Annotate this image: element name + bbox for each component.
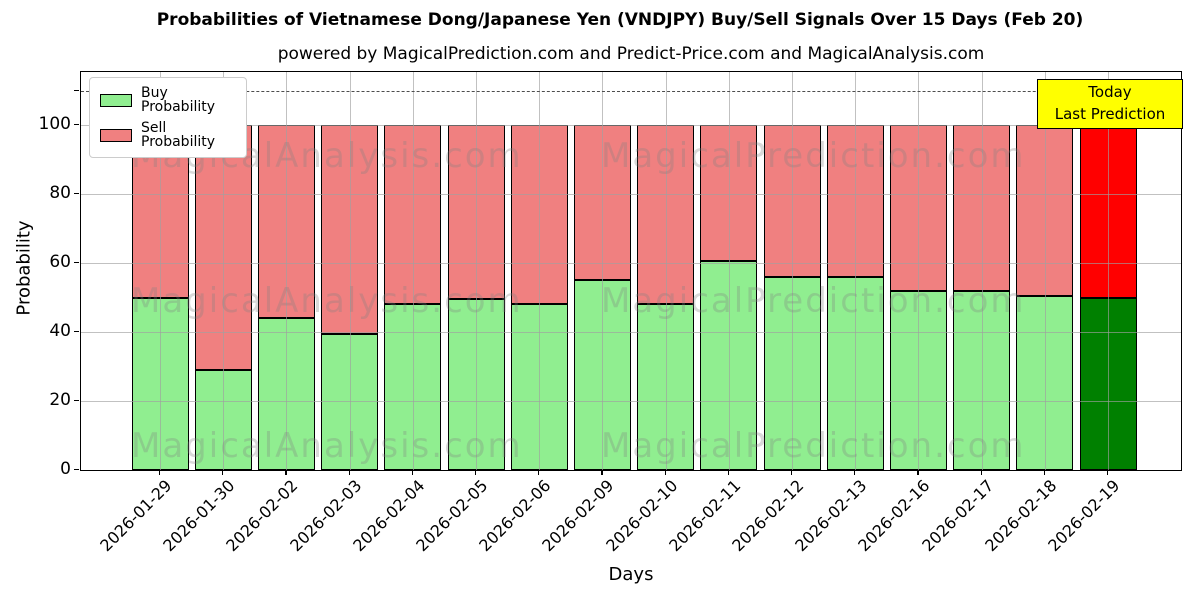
x-tick-mark (601, 470, 603, 475)
y-tick-label: 80 (49, 183, 71, 203)
watermark-text: MagicalPrediction.com (601, 426, 1026, 466)
grid-line-horizontal (81, 401, 1181, 402)
dashed-threshold-line (81, 90, 1181, 92)
x-tick-mark (1043, 470, 1046, 475)
y-tick-label: 40 (49, 321, 71, 341)
y-tick-mark (74, 331, 79, 333)
today-annotation-box: Today Last Prediction (1037, 79, 1183, 129)
y-axis-label: Probability (13, 220, 35, 316)
y-tick-label: 0 (60, 459, 71, 479)
y-tick-mark (74, 469, 79, 471)
x-tick-mark (159, 470, 161, 475)
y-tick-mark (74, 193, 79, 195)
plot-area: MagicalAnalysis.com MagicalPrediction.com… (80, 71, 1183, 471)
x-tick-mark (664, 470, 666, 475)
grid-line-vertical (918, 72, 920, 470)
x-tick-mark (348, 470, 350, 475)
grid-line-horizontal (81, 194, 1181, 195)
buy-color-swatch (100, 93, 132, 107)
grid-line-vertical (349, 72, 351, 470)
annotation-line-2: Last Prediction (1054, 105, 1166, 123)
legend-label-buy: Buy Probability (141, 85, 216, 115)
x-tick-mark (1107, 470, 1109, 475)
watermark-text: MagicalAnalysis.com (131, 281, 523, 321)
x-tick-mark (538, 470, 540, 475)
grid-line-vertical (1044, 72, 1046, 470)
sell-color-swatch (100, 128, 132, 142)
grid-line-vertical (476, 72, 477, 470)
grid-line-vertical (792, 72, 793, 470)
x-tick-mark (475, 470, 477, 475)
grid-line-vertical (855, 72, 857, 470)
grid-line-vertical (160, 72, 161, 470)
grid-line-vertical (286, 72, 288, 470)
grid-line-vertical (728, 72, 730, 470)
y-tick-mark (74, 262, 79, 264)
x-tick-mark (791, 470, 793, 475)
grid-line-horizontal (81, 332, 1181, 333)
y-tick-mark-dashed-level (74, 89, 79, 91)
grid-line-horizontal (81, 263, 1181, 264)
chart-subtitle: powered by MagicalPrediction.com and Pre… (277, 44, 985, 64)
x-axis-label: Days (608, 564, 654, 585)
y-tick-label: 20 (49, 390, 71, 410)
legend-item-buy: Buy Probability (100, 86, 236, 114)
grid-line-vertical (602, 72, 604, 470)
legend-item-sell: Sell Probability (100, 121, 236, 149)
y-tick-label: 60 (49, 252, 71, 272)
x-tick-mark (285, 470, 287, 475)
grid-line-vertical (539, 72, 541, 470)
watermark-text: MagicalAnalysis.com (131, 426, 523, 466)
annotation-line-1: Today (1088, 83, 1132, 102)
grid-line-vertical (412, 72, 414, 470)
x-tick-mark (222, 470, 224, 475)
y-tick-mark (74, 124, 79, 126)
x-tick-mark (980, 470, 982, 475)
x-tick-mark (411, 470, 414, 475)
grid-line-vertical (223, 72, 225, 470)
y-tick-mark (74, 400, 79, 402)
grid-line-vertical (665, 72, 667, 470)
legend: Buy Probability Sell Probability (89, 77, 247, 158)
x-tick-mark (917, 470, 919, 475)
grid-line-vertical (1108, 72, 1109, 470)
y-tick-label: 100 (38, 114, 71, 134)
grid-line-vertical (981, 72, 983, 470)
grid-line-horizontal (81, 125, 1181, 126)
watermark-text: MagicalPrediction.com (601, 281, 1026, 321)
x-tick-mark (727, 470, 730, 475)
x-tick-mark (854, 470, 856, 475)
chart-title: Probabilities of Vietnamese Dong/Japanes… (156, 10, 1084, 30)
watermark-text: MagicalPrediction.com (601, 136, 1026, 176)
legend-label-sell: Sell Probability (141, 120, 216, 150)
